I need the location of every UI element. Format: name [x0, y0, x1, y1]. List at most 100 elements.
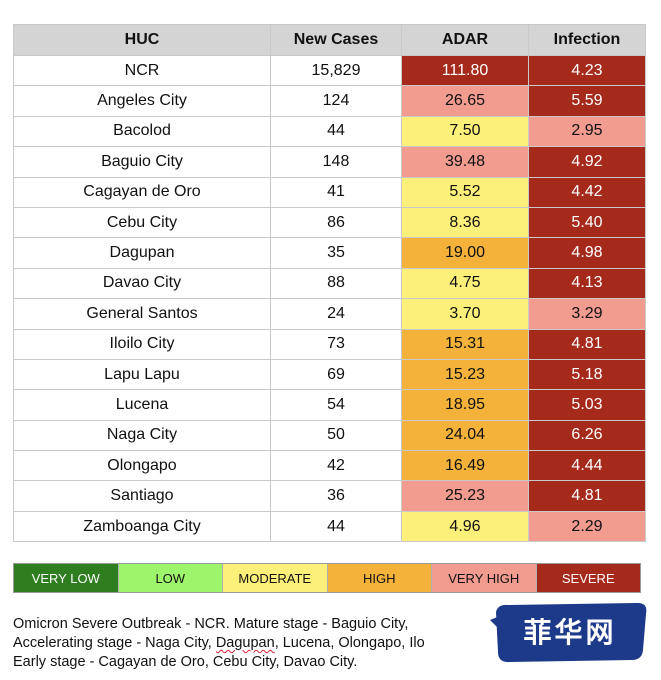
- cell-new-cases: 88: [270, 267, 402, 300]
- cell-infection: 5.03: [528, 389, 646, 421]
- cell-huc: Cebu City: [13, 206, 271, 239]
- table-row: Cebu City 86 8.36 5.40: [13, 206, 646, 239]
- cell-infection: 4.92: [528, 146, 646, 178]
- cell-infection: 4.81: [528, 480, 646, 512]
- notes-line-2: Accelerating stage - Naga City, Dagupan,…: [13, 634, 513, 653]
- cell-huc: Bacolod: [13, 115, 271, 148]
- cell-infection: 4.42: [528, 176, 646, 208]
- cell-new-cases: 44: [270, 115, 402, 148]
- cell-infection: 5.59: [528, 85, 646, 117]
- cell-infection: 4.81: [528, 328, 646, 360]
- cell-huc: Baguio City: [13, 146, 271, 178]
- legend-item-very-high: VERY HIGH: [432, 564, 537, 592]
- cell-new-cases: 54: [270, 389, 402, 421]
- cell-huc: Zamboanga City: [13, 510, 271, 543]
- table-row: Bacolod 44 7.50 2.95: [13, 115, 646, 148]
- table-row: NCR 15,829 111.80 4.23: [13, 54, 646, 87]
- cell-adar: 15.31: [401, 328, 529, 360]
- cell-new-cases: 42: [270, 450, 402, 482]
- cell-infection: 3.29: [528, 298, 646, 330]
- cell-new-cases: 148: [270, 146, 402, 178]
- cell-adar: 25.23: [401, 480, 529, 512]
- table-row: Lapu Lapu 69 15.23 5.18: [13, 358, 646, 391]
- cell-infection: 4.44: [528, 450, 646, 482]
- cell-infection: 4.23: [528, 54, 646, 87]
- cell-adar: 111.80: [401, 54, 529, 87]
- watermark-logo: 菲华网: [488, 598, 653, 668]
- cell-adar: 26.65: [401, 85, 529, 117]
- cell-huc: Naga City: [13, 419, 271, 452]
- cell-adar: 18.95: [401, 389, 529, 421]
- table-row: Naga City 50 24.04 6.26: [13, 419, 646, 452]
- table-row: Olongapo 42 16.49 4.44: [13, 450, 646, 482]
- huc-table: HUC New Cases ADAR Infection NCR 15,829 11…: [13, 24, 646, 543]
- table-header-row: HUC New Cases ADAR Infection: [13, 24, 646, 56]
- cell-huc: Dagupan: [13, 237, 271, 269]
- cell-adar: 16.49: [401, 450, 529, 482]
- cell-new-cases: 124: [270, 85, 402, 117]
- table-row: Iloilo City 73 15.31 4.81: [13, 328, 646, 360]
- cell-infection: 2.95: [528, 115, 646, 148]
- cell-new-cases: 86: [270, 206, 402, 239]
- table-row: Lucena 54 18.95 5.03: [13, 389, 646, 421]
- legend-item-high: HIGH: [327, 564, 432, 592]
- cell-adar: 3.70: [401, 298, 529, 330]
- cell-new-cases: 36: [270, 480, 402, 512]
- cell-adar: 24.04: [401, 419, 529, 452]
- cell-huc: Santiago: [13, 480, 271, 512]
- outbreak-notes: Omicron Severe Outbreak - NCR. Mature st…: [13, 615, 513, 672]
- cell-new-cases: 15,829: [270, 54, 402, 87]
- cell-adar: 4.96: [401, 510, 529, 543]
- cell-new-cases: 41: [270, 176, 402, 208]
- cell-adar: 15.23: [401, 358, 529, 391]
- cell-adar: 4.75: [401, 267, 529, 300]
- cell-adar: 8.36: [401, 206, 529, 239]
- table-body: NCR 15,829 111.80 4.23 Angeles City 124 26.65 5…: [13, 54, 646, 543]
- legend-item-very-low: VERY LOW: [14, 564, 119, 592]
- header-huc: HUC: [13, 24, 271, 56]
- cell-adar: 39.48: [401, 146, 529, 178]
- cell-huc: General Santos: [13, 298, 271, 330]
- table-row: Dagupan 35 19.00 4.98: [13, 237, 646, 269]
- header-new-cases: New Cases: [270, 24, 402, 56]
- cell-huc: Cagayan de Oro: [13, 176, 271, 208]
- watermark-logo-shape: 菲华网: [490, 603, 647, 663]
- cell-huc: NCR: [13, 54, 271, 87]
- cell-huc: Olongapo: [13, 450, 271, 482]
- cell-infection: 4.13: [528, 267, 646, 300]
- notes-line-2-flagged-word: Dagupan: [215, 635, 275, 651]
- table-row: General Santos 24 3.70 3.29: [13, 298, 646, 330]
- cell-new-cases: 73: [270, 328, 402, 360]
- notes-line-1: Omicron Severe Outbreak - NCR. Mature st…: [13, 616, 409, 632]
- cell-adar: 19.00: [401, 237, 529, 269]
- cell-new-cases: 35: [270, 237, 402, 269]
- cell-new-cases: 69: [270, 358, 402, 391]
- cell-new-cases: 50: [270, 419, 402, 452]
- svg-text:菲华网: 菲华网: [523, 616, 616, 649]
- cell-infection: 6.26: [528, 419, 646, 452]
- notes-line-2-prefix: Accelerating stage - Naga City,: [13, 635, 216, 651]
- cell-adar: 5.52: [401, 176, 529, 208]
- cell-new-cases: 44: [270, 510, 402, 543]
- table-row: Cagayan de Oro 41 5.52 4.42: [13, 176, 646, 208]
- cell-infection: 5.40: [528, 206, 646, 239]
- legend-item-moderate: MODERATE: [223, 564, 328, 592]
- cell-huc: Angeles City: [13, 85, 271, 117]
- table-row: Baguio City 148 39.48 4.92: [13, 146, 646, 178]
- cell-infection: 4.98: [528, 237, 646, 269]
- table-row: Santiago 36 25.23 4.81: [13, 480, 646, 512]
- cell-huc: Lapu Lapu: [13, 358, 271, 391]
- cell-huc: Lucena: [13, 389, 271, 421]
- legend-item-low: LOW: [118, 564, 223, 592]
- table-row: Davao City 88 4.75 4.13: [13, 267, 646, 300]
- cell-infection: 5.18: [528, 358, 646, 391]
- cell-adar: 7.50: [401, 115, 529, 148]
- header-infection: Infection: [528, 24, 646, 56]
- risk-legend: VERY LOW LOW MODERATE HIGH VERY HIGH SEVERE: [13, 563, 641, 593]
- cell-new-cases: 24: [270, 298, 402, 330]
- table-row: Angeles City 124 26.65 5.59: [13, 85, 646, 117]
- legend-item-severe: SEVERE: [536, 564, 640, 592]
- notes-line-2-suffix: , Lucena, Olongapo, Ilo: [274, 635, 425, 651]
- notes-line-3: Early stage - Cagayan de Oro, Cebu City,…: [13, 654, 358, 670]
